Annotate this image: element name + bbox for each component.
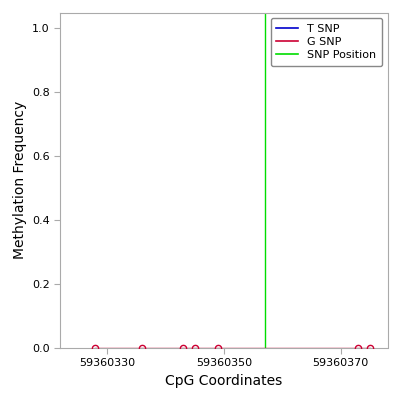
Y-axis label: Methylation Frequency: Methylation Frequency xyxy=(12,101,26,259)
Legend: T SNP, G SNP, SNP Position: T SNP, G SNP, SNP Position xyxy=(270,18,382,66)
X-axis label: CpG Coordinates: CpG Coordinates xyxy=(165,374,282,388)
